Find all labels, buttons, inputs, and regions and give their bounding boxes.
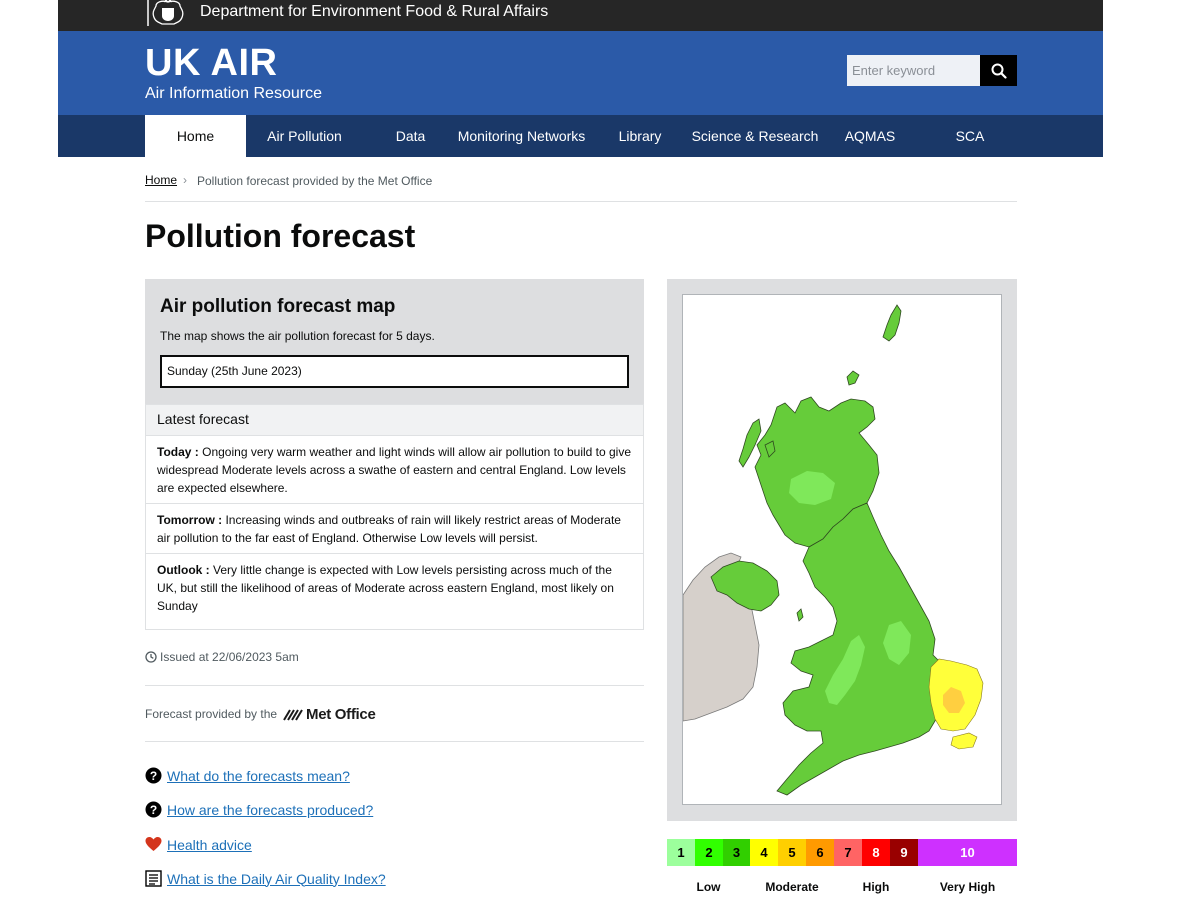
orkney-islands — [846, 370, 860, 386]
issued-timestamp: Issued at 22/06/2023 5am — [145, 650, 299, 664]
northern-ireland-region — [710, 560, 780, 612]
nav-sca[interactable]: SCA — [955, 128, 985, 144]
legend-label-very-high: Very High — [939, 880, 996, 894]
shetland-islands — [882, 304, 902, 342]
document-list-icon — [145, 870, 162, 887]
legend-band-8: 8 — [862, 839, 890, 866]
forecast-today-text: Ongoing very warm weather and light wind… — [157, 445, 632, 495]
divider — [145, 685, 644, 686]
legend-label-low: Low — [696, 880, 721, 894]
forecast-tomorrow-label: Tomorrow : — [157, 513, 223, 527]
map-panel-heading: Air pollution forecast map — [160, 296, 396, 317]
met-office-swoosh-icon — [283, 708, 303, 721]
search-button[interactable] — [980, 55, 1017, 86]
link-daily-air-quality-index[interactable]: What is the Daily Air Quality Index? — [145, 870, 386, 887]
link-label[interactable]: What do the forecasts mean? — [167, 767, 350, 784]
provider-text: Forecast provided by the — [145, 707, 278, 721]
east-england-band5-zone — [943, 687, 965, 713]
site-title[interactable]: UK AIR — [145, 42, 278, 84]
legend-band-9: 9 — [890, 839, 918, 866]
legend-band-10: 10 — [918, 839, 1017, 866]
forecast-outlook: Outlook : Very little change is expected… — [146, 554, 643, 621]
divider — [145, 741, 644, 742]
legend-band-3: 3 — [723, 839, 750, 866]
uk-forecast-map — [683, 304, 984, 796]
wales-lighter-zone — [825, 635, 865, 705]
legend-band-7: 7 — [834, 839, 862, 866]
link-health-advice[interactable]: Health advice — [145, 836, 252, 853]
nav-air-pollution[interactable]: Air Pollution — [267, 128, 342, 144]
legend-band-1: 1 — [667, 839, 695, 866]
legend-band-6: 6 — [806, 839, 834, 866]
link-what-forecasts-mean[interactable]: ? What do the forecasts mean? — [145, 767, 350, 784]
latest-forecast-box: Latest forecast Today : Ongoing very war… — [145, 404, 644, 630]
western-isles — [738, 418, 762, 468]
latest-forecast-heading: Latest forecast — [146, 405, 643, 436]
forecast-tomorrow: Tomorrow : Increasing winds and outbreak… — [146, 504, 643, 554]
heart-icon — [145, 837, 162, 851]
daqi-legend: 1 2 3 4 5 6 7 8 9 10 — [667, 839, 1017, 866]
isle-of-man — [796, 608, 804, 622]
met-office-logo-text: Met Office — [306, 706, 376, 723]
svg-text:?: ? — [150, 769, 157, 783]
nav-library[interactable]: Library — [618, 128, 662, 144]
nav-home[interactable]: Home — [145, 115, 246, 157]
search-icon — [991, 63, 1007, 79]
breadcrumb-home-link[interactable]: Home — [145, 173, 178, 187]
question-circle-icon: ? — [145, 801, 162, 818]
department-name: Department for Environment Food & Rural … — [200, 3, 549, 20]
forecast-tomorrow-text: Increasing winds and outbreaks of rain w… — [157, 513, 621, 545]
forecast-map-panel: Air pollution forecast map The map shows… — [145, 279, 644, 404]
forecast-outlook-label: Outlook : — [157, 563, 210, 577]
search-input[interactable] — [847, 55, 980, 86]
nav-data[interactable]: Data — [395, 128, 426, 144]
clock-icon — [145, 651, 157, 663]
nav-science-research[interactable]: Science & Research — [691, 128, 819, 144]
page-title: Pollution forecast — [145, 218, 416, 254]
legend-band-4: 4 — [750, 839, 778, 866]
kent-moderate-zone — [950, 732, 978, 750]
island-skye — [764, 440, 776, 458]
main-navigation: Home Air Pollution Data Monitoring Netwo… — [58, 115, 1103, 157]
svg-text:?: ? — [150, 803, 157, 817]
site-subtitle: Air Information Resource — [145, 85, 322, 102]
met-office-logo[interactable]: Met Office — [283, 706, 376, 723]
link-label[interactable]: What is the Daily Air Quality Index? — [167, 870, 386, 887]
issued-text: Issued at 22/06/2023 5am — [160, 650, 299, 664]
scotland-region — [754, 396, 880, 548]
legend-label-moderate: Moderate — [765, 880, 819, 894]
question-circle-icon: ? — [145, 767, 162, 784]
link-how-forecasts-produced[interactable]: ? How are the forecasts produced? — [145, 801, 373, 818]
department-bar: Department for Environment Food & Rural … — [58, 0, 1103, 31]
nav-aqmas[interactable]: AQMAS — [844, 128, 896, 144]
link-label[interactable]: How are the forecasts produced? — [167, 801, 374, 818]
forecast-day-select[interactable]: Sunday (25th June 2023) — [160, 355, 629, 388]
masthead: UK AIR Air Information Resource — [58, 31, 1103, 115]
forecast-outlook-text: Very little change is expected with Low … — [157, 563, 614, 613]
nav-monitoring-networks[interactable]: Monitoring Networks — [457, 128, 586, 144]
forecast-map[interactable] — [682, 294, 1002, 805]
midlands-lighter-zone — [883, 621, 911, 665]
breadcrumb: Home › Pollution forecast provided by th… — [145, 172, 1017, 202]
map-panel-description: The map shows the air pollution forecast… — [160, 329, 435, 343]
legend-label-high: High — [862, 880, 890, 894]
link-label[interactable]: Health advice — [167, 836, 252, 853]
forecast-today: Today : Ongoing very warm weather and li… — [146, 436, 643, 504]
legend-band-5: 5 — [778, 839, 806, 866]
royal-crest-icon — [147, 0, 184, 26]
breadcrumb-current: Pollution forecast provided by the Met O… — [197, 174, 433, 188]
forecast-map-frame — [667, 279, 1017, 821]
scotland-lighter-zone — [789, 471, 835, 505]
forecast-today-label: Today : — [157, 445, 199, 459]
legend-band-2: 2 — [695, 839, 723, 866]
chevron-right-icon: › — [183, 173, 187, 187]
